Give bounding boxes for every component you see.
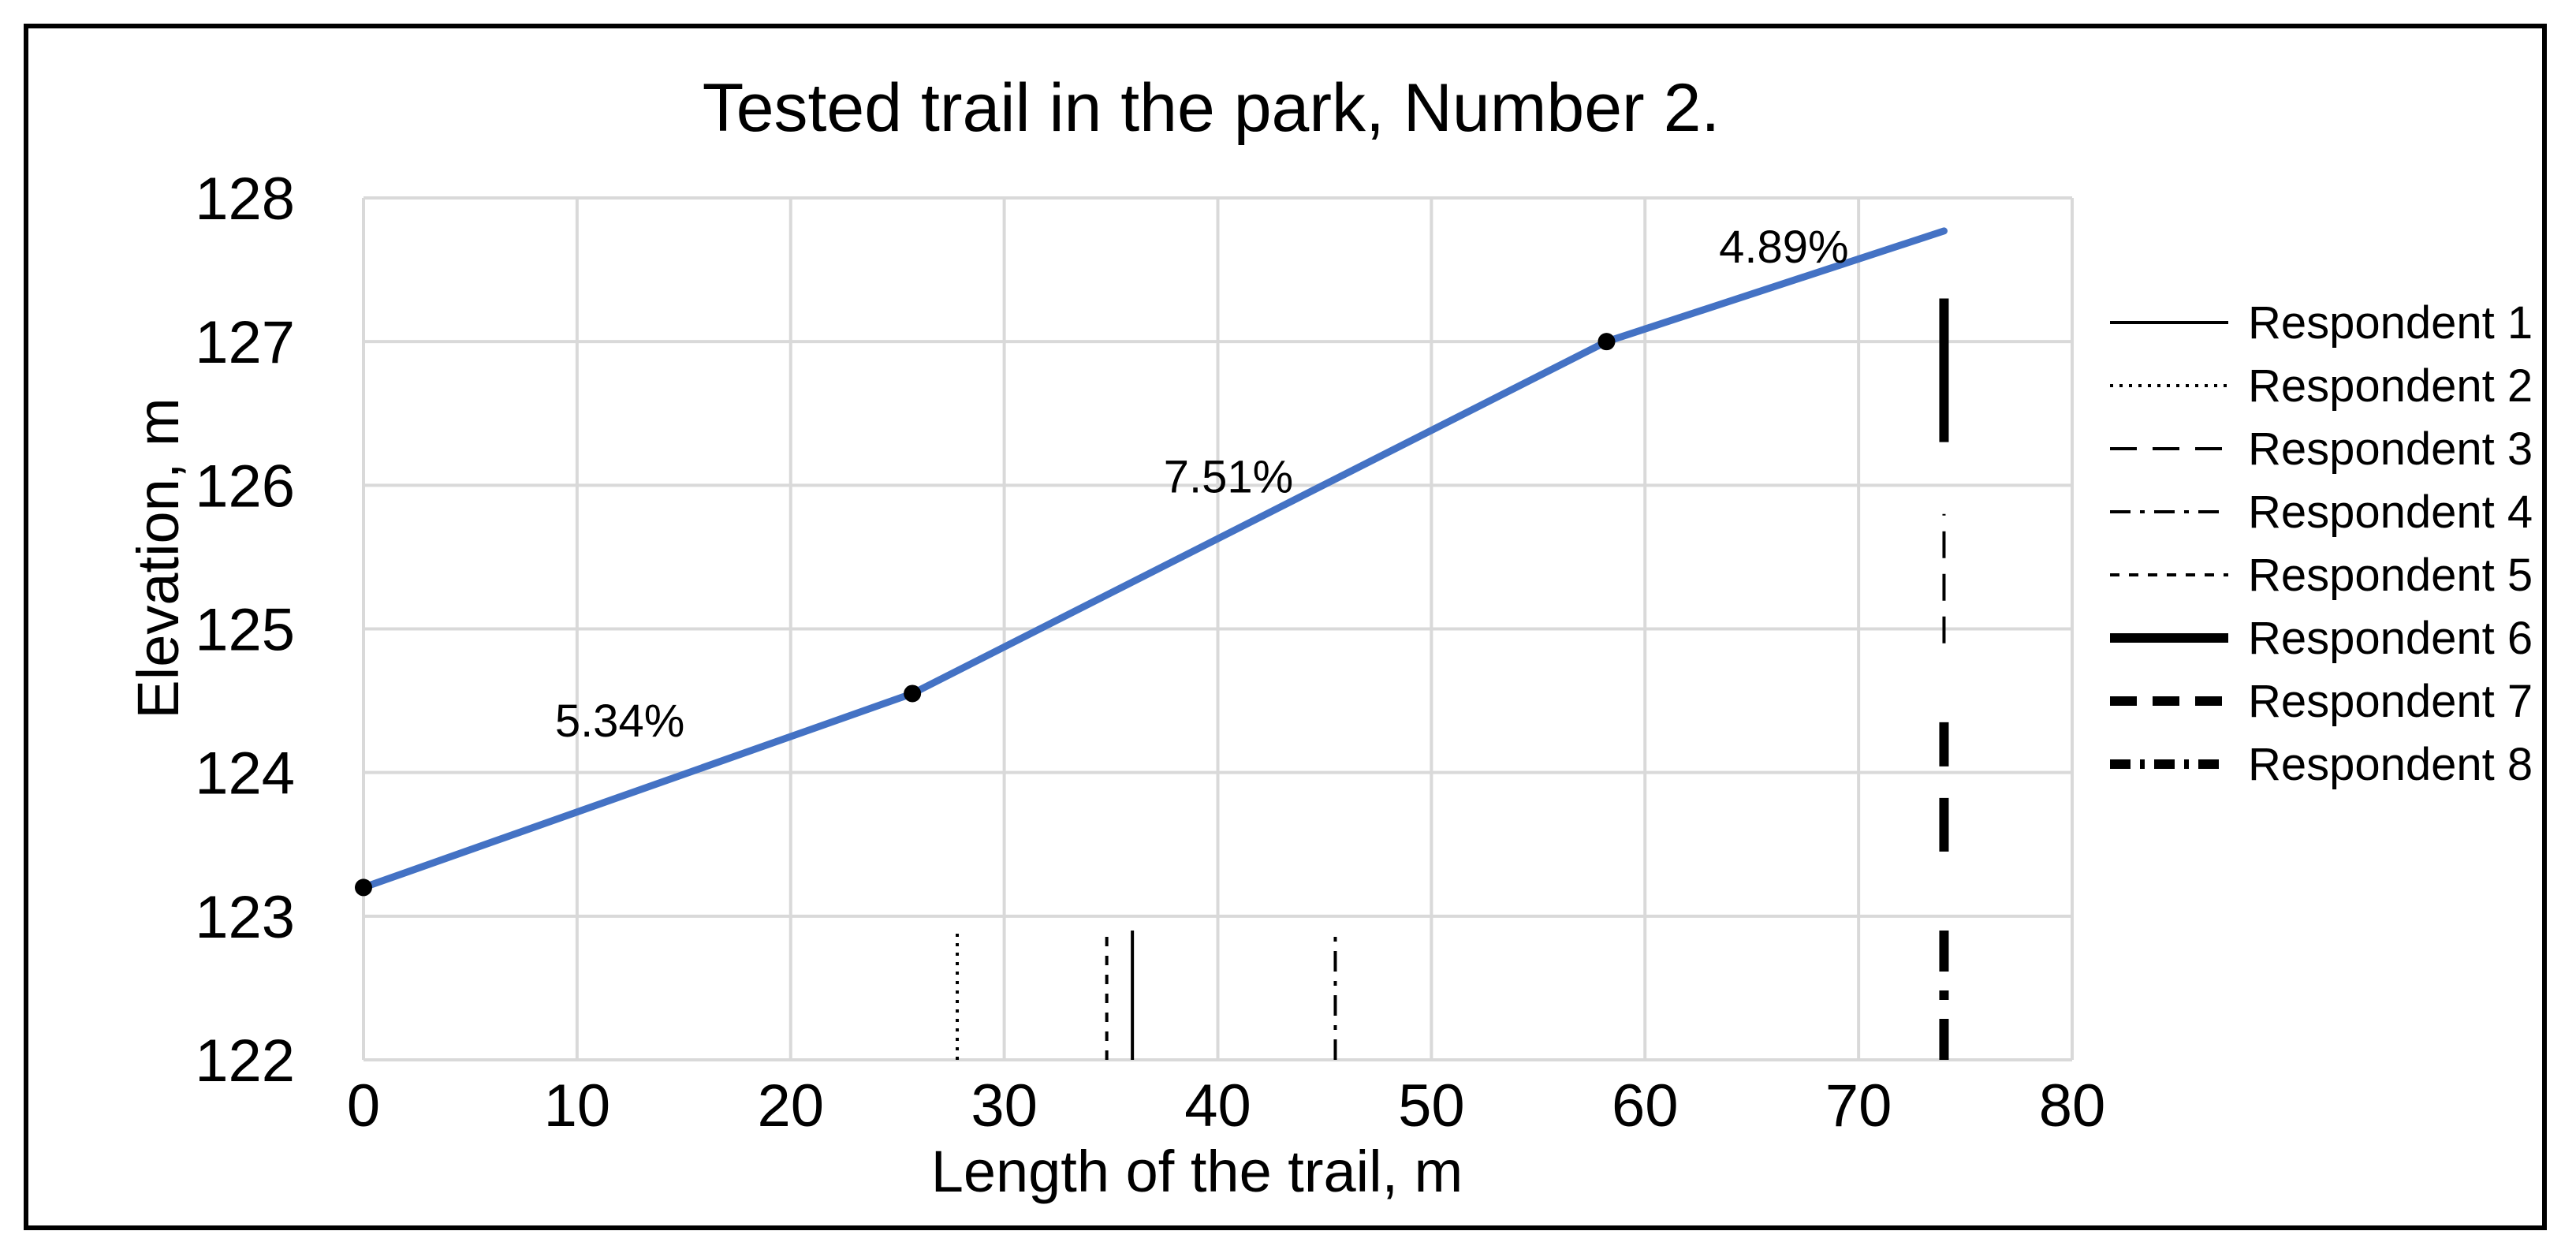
x-tick-label: 40 (1184, 1072, 1251, 1140)
y-tick-label: 128 (195, 166, 295, 233)
respondent-marks (956, 298, 1949, 1060)
legend-label: Respondent 3 (2248, 423, 2533, 475)
y-tick-labels: 122 123 124 125 126 127 128 (195, 166, 295, 1095)
y-tick-label: 126 (195, 453, 295, 520)
x-tick-label: 20 (757, 1072, 824, 1140)
x-tick-label: 10 (544, 1072, 611, 1140)
x-tick-label: 30 (971, 1072, 1038, 1140)
slope-label: 5.34% (555, 696, 684, 747)
legend-label: Respondent 4 (2248, 487, 2533, 538)
grid (362, 196, 2074, 1061)
x-tick-label: 50 (1398, 1072, 1465, 1140)
y-tick-label: 123 (195, 884, 295, 951)
x-tick-labels: 0 10 20 30 40 50 60 70 80 (347, 1072, 2105, 1140)
line-chart: Tested trail in the park, Number 2. 1221… (125, 70, 2533, 1204)
legend: Respondent 1 Respondent 2 Respondent 3 Resp… (2110, 297, 2533, 790)
breakpoint-marker (355, 878, 372, 897)
breakpoint-marker (1597, 333, 1616, 351)
chart-frame: Tested trail in the park, Number 2. 122 1… (24, 24, 2547, 1230)
legend-label: Respondent 6 (2248, 613, 2533, 664)
legend-label: Respondent 7 (2248, 676, 2533, 727)
slope-annotations: 5.34% 7.51% 4.89% (555, 222, 1849, 747)
y-tick-label: 125 (195, 597, 295, 664)
x-tick-label: 0 (347, 1072, 380, 1140)
y-tick-label: 124 (195, 740, 295, 808)
legend-label: Respondent 1 (2248, 297, 2533, 349)
legend-label: Respondent 8 (2248, 739, 2533, 790)
trail-profile-line (360, 227, 1948, 891)
y-axis-label: Elevation, m (125, 397, 191, 718)
chart-title: Tested trail in the park, Number 2. (703, 70, 1720, 146)
series-layer (355, 227, 1948, 897)
legend-label: Respondent 2 (2248, 360, 2533, 412)
y-tick-label: 122 (195, 1028, 295, 1095)
x-tick-label: 80 (2039, 1072, 2106, 1140)
x-axis-label: Length of the trail, m (931, 1139, 1463, 1204)
legend-label: Respondent 5 (2248, 550, 2533, 601)
slope-label: 7.51% (1164, 451, 1293, 502)
x-tick-label: 60 (1612, 1072, 1679, 1140)
y-tick-label: 127 (195, 309, 295, 376)
x-tick-label: 70 (1825, 1072, 1892, 1140)
slope-label: 4.89% (1719, 222, 1848, 273)
breakpoint-marker (904, 684, 922, 703)
